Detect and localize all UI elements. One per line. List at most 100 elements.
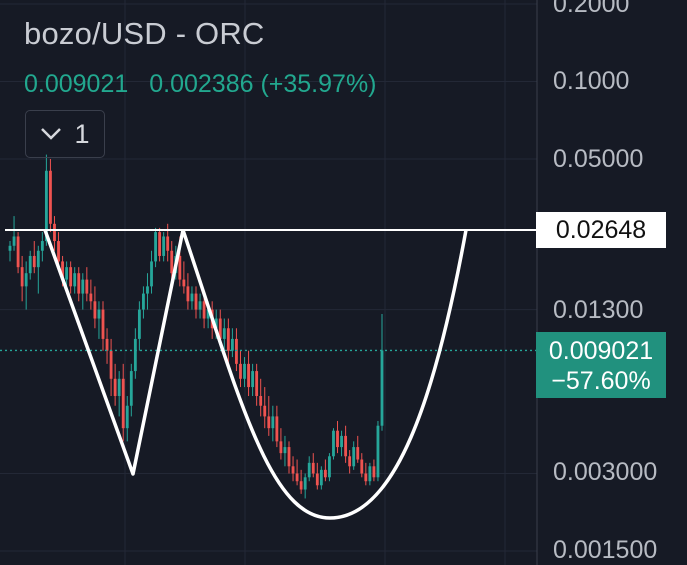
candle-body — [57, 241, 60, 262]
candle-body — [150, 261, 153, 287]
candle-body — [97, 309, 101, 319]
candle-body — [360, 459, 364, 474]
candle-body — [8, 245, 12, 251]
last-price-value: 0.009021 — [24, 70, 129, 98]
candle-body — [154, 232, 157, 262]
candle-body — [259, 396, 263, 406]
candle-body — [328, 456, 331, 478]
candle-body — [117, 378, 121, 397]
candle-body — [133, 338, 137, 372]
last-price-label: 0.009021 −57.60% — [536, 332, 666, 398]
axis-label-5: 0.001500 — [553, 536, 658, 564]
candle-body — [146, 286, 149, 294]
candle-body — [170, 250, 174, 274]
candle-body — [85, 279, 89, 294]
candle-body — [267, 416, 271, 429]
candle-body — [279, 441, 283, 454]
candle-body — [380, 350, 384, 426]
candle-body — [332, 430, 335, 457]
candle-body — [348, 456, 352, 467]
candle-body — [73, 273, 77, 287]
candle-body — [186, 286, 190, 302]
candle-body — [206, 309, 210, 319]
double-top-drawing — [43, 229, 185, 476]
candle-body — [344, 435, 348, 457]
candle-body — [376, 425, 380, 478]
candle-body — [182, 279, 186, 287]
candle-body — [137, 309, 141, 339]
candle-body — [49, 170, 52, 224]
candle-body — [372, 466, 376, 478]
candle-body — [243, 363, 246, 379]
candle-body — [190, 293, 194, 302]
legend-count: 1 — [74, 118, 90, 149]
candle-body — [356, 447, 360, 460]
candle-body — [230, 338, 234, 351]
candle-body — [158, 232, 162, 256]
candle-body — [247, 363, 250, 388]
last-price-marker: 0.009021 — [548, 337, 654, 365]
candle-body — [235, 338, 238, 364]
cup-drawing — [181, 229, 468, 520]
candle-body — [69, 267, 73, 287]
legend-collapse-button[interactable]: 1 — [25, 110, 105, 158]
price-change-value: 0.002386 (+35.97%) — [149, 70, 377, 98]
candle-body — [101, 309, 105, 339]
candle-body — [166, 236, 170, 251]
symbol-title: bozo/USD - ORC — [24, 16, 265, 51]
axis-label-4: 0.003000 — [553, 458, 658, 486]
candle-body — [109, 350, 113, 379]
candle-body — [263, 405, 267, 417]
candle-body — [40, 241, 44, 251]
candle-body — [61, 261, 64, 280]
candle-body — [142, 293, 145, 310]
candle-body — [121, 378, 125, 429]
candle-body — [202, 301, 206, 319]
candle-body — [239, 363, 242, 379]
candle-body — [125, 405, 129, 429]
candle-body — [16, 236, 20, 268]
candle-body — [255, 371, 259, 397]
candle-body — [311, 462, 315, 474]
chevron-down-icon — [41, 128, 62, 140]
price-summary: 0.009021 0.002386 (+35.97%) — [24, 70, 391, 99]
candle-body — [105, 338, 109, 351]
reference-price-label: 0.02648 — [536, 212, 666, 248]
candle-body — [352, 447, 356, 467]
candle-body — [162, 236, 166, 256]
candle-body — [307, 462, 311, 478]
candle-body — [36, 250, 40, 268]
axis-label-2: 0.05000 — [553, 145, 644, 173]
candles — [8, 154, 384, 499]
candle-body — [303, 477, 307, 490]
candle-body — [368, 466, 372, 482]
price-lines — [0, 229, 537, 352]
axis-label-1: 0.1000 — [553, 67, 630, 95]
candle-body — [214, 318, 218, 329]
candle-body — [28, 255, 32, 274]
axis-label-0: 0.2000 — [553, 0, 630, 18]
candle-body — [24, 273, 28, 287]
candle-body — [291, 466, 295, 474]
candle-body — [93, 301, 97, 319]
candle-body — [222, 328, 226, 339]
candle-body — [364, 473, 368, 482]
candle-body — [77, 273, 81, 294]
candle-body — [129, 371, 133, 406]
candle-body — [340, 435, 343, 448]
candle-body — [283, 447, 287, 454]
candle-body — [299, 481, 303, 490]
candle-body — [20, 267, 24, 287]
candle-body — [226, 328, 230, 351]
candle-body — [295, 473, 299, 482]
drawing-overlay[interactable] — [43, 229, 468, 520]
candle-body — [323, 469, 327, 478]
candle-body — [113, 378, 117, 397]
candle-body — [12, 236, 16, 246]
candle-body — [178, 255, 182, 280]
candle-body — [251, 371, 255, 388]
candle-body — [319, 469, 323, 486]
axis-label-3: 0.01300 — [553, 296, 644, 324]
grid — [0, 0, 538, 565]
